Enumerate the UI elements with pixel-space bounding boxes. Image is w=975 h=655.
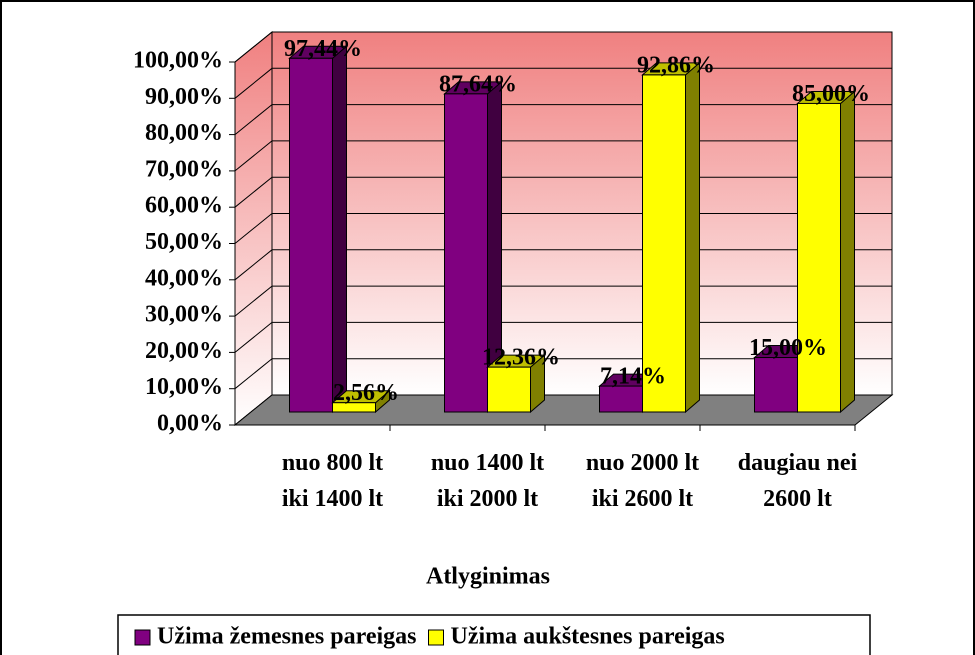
- grid-line: [234, 31, 892, 63]
- value-label: 85,00%: [792, 81, 870, 107]
- x-tick-label: nuo 2000 lt iki 2600 lt: [585, 450, 700, 512]
- bar: [332, 402, 376, 413]
- y-tick-label: 70,00%: [145, 156, 223, 182]
- bar: [289, 57, 333, 413]
- bar: [599, 385, 643, 413]
- legend-swatch: [134, 629, 151, 646]
- legend-swatch: [428, 629, 444, 646]
- value-label: 87,64%: [439, 71, 517, 97]
- y-tick-label: 60,00%: [145, 193, 223, 219]
- legend-label: Užima žemesnes pareigas: [157, 624, 417, 650]
- value-label: 12,36%: [482, 345, 560, 371]
- x-tick-label: nuo 1400 lt iki 2000 lt: [430, 450, 545, 512]
- y-tick-label: 20,00%: [145, 338, 223, 364]
- y-tick-label: 30,00%: [145, 302, 223, 328]
- x-axis-title: Atlyginimas: [426, 564, 550, 590]
- x-tick-label: nuo 800 lt iki 1400 lt: [281, 450, 384, 512]
- value-label: 92,86%: [637, 52, 715, 78]
- y-tick-label: 10,00%: [145, 374, 223, 400]
- value-label: 97,44%: [284, 36, 362, 62]
- y-tick-label: 100,00%: [133, 48, 223, 74]
- bar-side: [685, 61, 700, 414]
- bar-side: [332, 45, 347, 414]
- bar-side: [840, 90, 855, 414]
- bar: [754, 357, 798, 413]
- legend-box: [117, 614, 871, 655]
- y-tick-label: 50,00%: [145, 229, 223, 255]
- x-tick-label: daugiau nei 2600 lt: [737, 450, 858, 512]
- bar: [444, 93, 488, 413]
- y-tick-label: 0,00%: [157, 411, 223, 437]
- bar: [487, 366, 531, 413]
- bar: [642, 74, 686, 413]
- legend-label: Užima aukštesnes pareigas: [451, 624, 725, 650]
- bar: [797, 102, 841, 413]
- y-tick-label: 90,00%: [145, 84, 223, 110]
- value-label: 7,14%: [600, 364, 666, 390]
- y-tick-label: 40,00%: [145, 265, 223, 291]
- value-label: 15,00%: [749, 335, 827, 361]
- value-label: 2,56%: [333, 380, 399, 406]
- y-tick-label: 80,00%: [145, 120, 223, 146]
